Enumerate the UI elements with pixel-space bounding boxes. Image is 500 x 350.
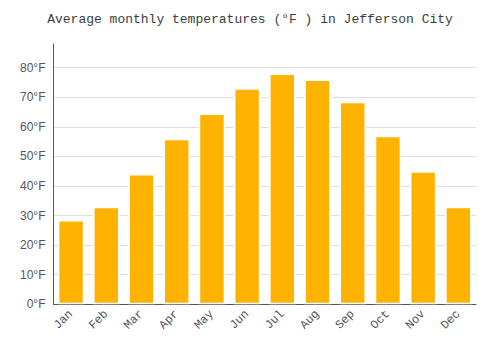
svg-text:Oct: Oct [368, 307, 393, 332]
svg-text:50°F: 50°F [20, 149, 45, 163]
svg-text:Jan: Jan [51, 307, 76, 332]
svg-text:Sep: Sep [333, 307, 358, 332]
svg-text:Mar: Mar [121, 307, 146, 332]
svg-text:60°F: 60°F [20, 120, 45, 134]
svg-text:Dec: Dec [438, 307, 463, 332]
svg-text:Aug: Aug [297, 307, 322, 332]
svg-text:Feb: Feb [86, 307, 111, 332]
svg-text:Apr: Apr [157, 307, 182, 332]
svg-text:30°F: 30°F [20, 209, 45, 223]
svg-text:0°F: 0°F [27, 297, 46, 311]
svg-text:40°F: 40°F [20, 179, 45, 193]
svg-text:80°F: 80°F [20, 61, 45, 75]
svg-text:May: May [192, 307, 217, 332]
svg-text:Average monthly temperatures (: Average monthly temperatures (°F ) in Je… [47, 12, 453, 27]
svg-text:70°F: 70°F [20, 90, 45, 104]
svg-text:Jun: Jun [227, 307, 252, 332]
svg-text:Jul: Jul [262, 307, 287, 332]
svg-text:10°F: 10°F [20, 268, 45, 282]
svg-text:Nov: Nov [403, 307, 428, 332]
svg-text:20°F: 20°F [20, 238, 45, 252]
